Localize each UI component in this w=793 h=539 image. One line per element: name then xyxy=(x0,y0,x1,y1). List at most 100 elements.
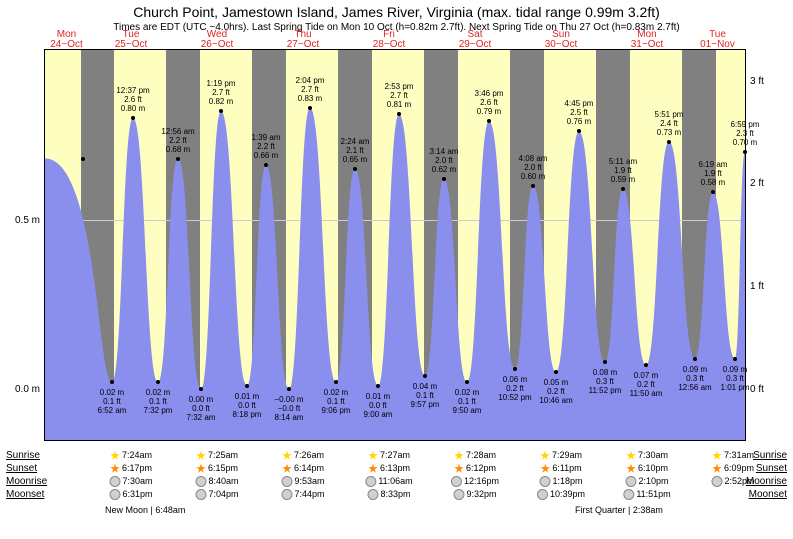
tide-point xyxy=(621,187,625,191)
tide-point-label: 3:14 am2.0 ft0.62 m xyxy=(430,147,459,174)
tide-point-label: 0.04 m0.1 ft9:57 pm xyxy=(411,382,440,409)
tide-point xyxy=(397,112,401,116)
sunrise-icon xyxy=(626,451,636,461)
tide-point xyxy=(110,380,114,384)
astro-sunset-item: 6:17pm xyxy=(110,463,152,474)
astro-row-label-left: Sunset xyxy=(6,463,37,474)
sunrise-icon xyxy=(110,451,120,461)
tide-point xyxy=(81,157,85,161)
moon-icon xyxy=(537,489,548,500)
tide-point-label: 0.08 m0.3 ft11:52 pm xyxy=(589,368,622,395)
sunrise-icon xyxy=(282,451,292,461)
tide-point xyxy=(353,167,357,171)
new-moon-text: New Moon | 6:48am xyxy=(105,505,185,515)
sunset-icon xyxy=(110,464,120,474)
astro-sunset-item: 6:13pm xyxy=(368,463,410,474)
astro-sunrise-item: 7:27am xyxy=(368,450,410,461)
tide-point-label: 12:56 am2.2 ft0.68 m xyxy=(161,127,194,154)
moon-icon xyxy=(195,476,206,487)
tide-point-label: 5:11 am1.9 ft0.59 m xyxy=(609,157,637,184)
y-tick-left: 0.5 m xyxy=(15,215,40,226)
tide-point xyxy=(287,387,291,391)
moon-icon xyxy=(711,476,722,487)
astro-moonrise-item: 7:30am xyxy=(109,476,152,487)
tide-point xyxy=(264,163,268,167)
moon-icon xyxy=(539,476,550,487)
sunset-icon xyxy=(540,464,550,474)
tide-point-label: 0.01 m0.0 ft8:18 pm xyxy=(233,392,262,419)
day-header: Tue25−Oct xyxy=(88,30,174,50)
tide-point xyxy=(513,367,517,371)
moon-icon xyxy=(451,476,462,487)
tide-point-label: 2:53 pm2.7 ft0.81 m xyxy=(385,82,414,109)
tide-point-label: 1:39 am2.2 ft0.66 m xyxy=(252,133,281,160)
tide-point-label: 6:59 pm2.3 ft0.70 m xyxy=(731,120,760,147)
sunrise-icon xyxy=(368,451,378,461)
astro-sunset-item: 6:09pm xyxy=(712,463,754,474)
y-tick-right: 3 ft xyxy=(750,76,764,87)
moon-icon xyxy=(195,489,206,500)
y-tick-right: 1 ft xyxy=(750,281,764,292)
tide-point xyxy=(577,129,581,133)
astro-moonset-item: 7:04pm xyxy=(195,489,238,500)
tide-point-label: 4:45 pm2.5 ft0.76 m xyxy=(565,99,594,126)
astro-sunrise-item: 7:29am xyxy=(540,450,582,461)
astro-moonset-item: 8:33pm xyxy=(367,489,410,500)
moon-icon xyxy=(623,489,634,500)
astro-moonrise-item: 2:10pm xyxy=(625,476,668,487)
tide-point xyxy=(693,357,697,361)
chart-title: Church Point, Jamestown Island, James Ri… xyxy=(0,4,793,20)
astro-sunrise-item: 7:25am xyxy=(196,450,238,461)
tide-point-label: 0.02 m0.1 ft9:50 am xyxy=(453,388,482,415)
astro-moonrise-item: 8:40am xyxy=(195,476,238,487)
tide-point-label: 1:19 pm2.7 ft0.82 m xyxy=(207,79,236,106)
tide-point xyxy=(245,384,249,388)
sunset-icon xyxy=(368,464,378,474)
tide-point-label: 0.00 m0.0 ft7:32 am xyxy=(187,395,216,422)
tide-point-label: 0.02 m0.1 ft9:06 pm xyxy=(322,388,351,415)
sunset-icon xyxy=(454,464,464,474)
astro-moonrise-item: 11:06am xyxy=(365,476,412,487)
astro-sunset-item: 6:10pm xyxy=(626,463,668,474)
tide-point xyxy=(334,380,338,384)
y-tick-right: 0 ft xyxy=(750,384,764,395)
astro-row-label-right: Moonset xyxy=(749,489,787,500)
moon-icon xyxy=(625,476,636,487)
tide-point xyxy=(423,374,427,378)
day-header: Mon24−Oct xyxy=(45,30,88,50)
tide-point xyxy=(531,184,535,188)
tide-point xyxy=(376,384,380,388)
tide-point-label: 0.09 m0.3 ft1:01 pm xyxy=(721,365,750,392)
astro-moonrise-item: 1:18pm xyxy=(539,476,582,487)
astro-sunset-item: 6:15pm xyxy=(196,463,238,474)
astro-moonrise-item: 12:16pm xyxy=(451,476,499,487)
astro-moonset-item: 7:44pm xyxy=(281,489,324,500)
tide-point-label: 2:04 pm2.7 ft0.83 m xyxy=(296,76,325,103)
sunrise-icon xyxy=(196,451,206,461)
astro-sunset-item: 6:14pm xyxy=(282,463,324,474)
tide-point-label: 0.07 m0.2 ft11:50 am xyxy=(630,371,663,398)
astro-sunrise-item: 7:28am xyxy=(454,450,496,461)
astro-row-label-right: Sunrise xyxy=(753,450,787,461)
tide-point xyxy=(603,360,607,364)
astro-sunrise-item: 7:30am xyxy=(626,450,668,461)
tide-point xyxy=(733,357,737,361)
astro-sunrise-item: 7:26am xyxy=(282,450,324,461)
astro-moonrise-item: 9:53am xyxy=(281,476,324,487)
tide-point xyxy=(711,190,715,194)
tide-point-label: 4:08 am2.0 ft0.60 m xyxy=(519,154,548,181)
tide-point xyxy=(199,387,203,391)
day-header: Sat29−Oct xyxy=(432,30,518,50)
tide-point xyxy=(554,370,558,374)
astro-moonset-item: 9:32pm xyxy=(453,489,496,500)
tide-point xyxy=(176,157,180,161)
astro-sunset-item: 6:12pm xyxy=(454,463,496,474)
tide-point xyxy=(156,380,160,384)
moon-icon xyxy=(365,476,376,487)
tide-point-label: 0.05 m0.2 ft10:46 am xyxy=(539,378,572,405)
astro-moonset-item: 11:51pm xyxy=(623,489,670,500)
sunset-icon xyxy=(712,464,722,474)
tide-point xyxy=(667,140,671,144)
tide-point-label: 0.06 m0.2 ft10:52 pm xyxy=(498,375,531,402)
tide-point-label: 6:19 am1.9 ft0.58 m xyxy=(699,160,728,187)
